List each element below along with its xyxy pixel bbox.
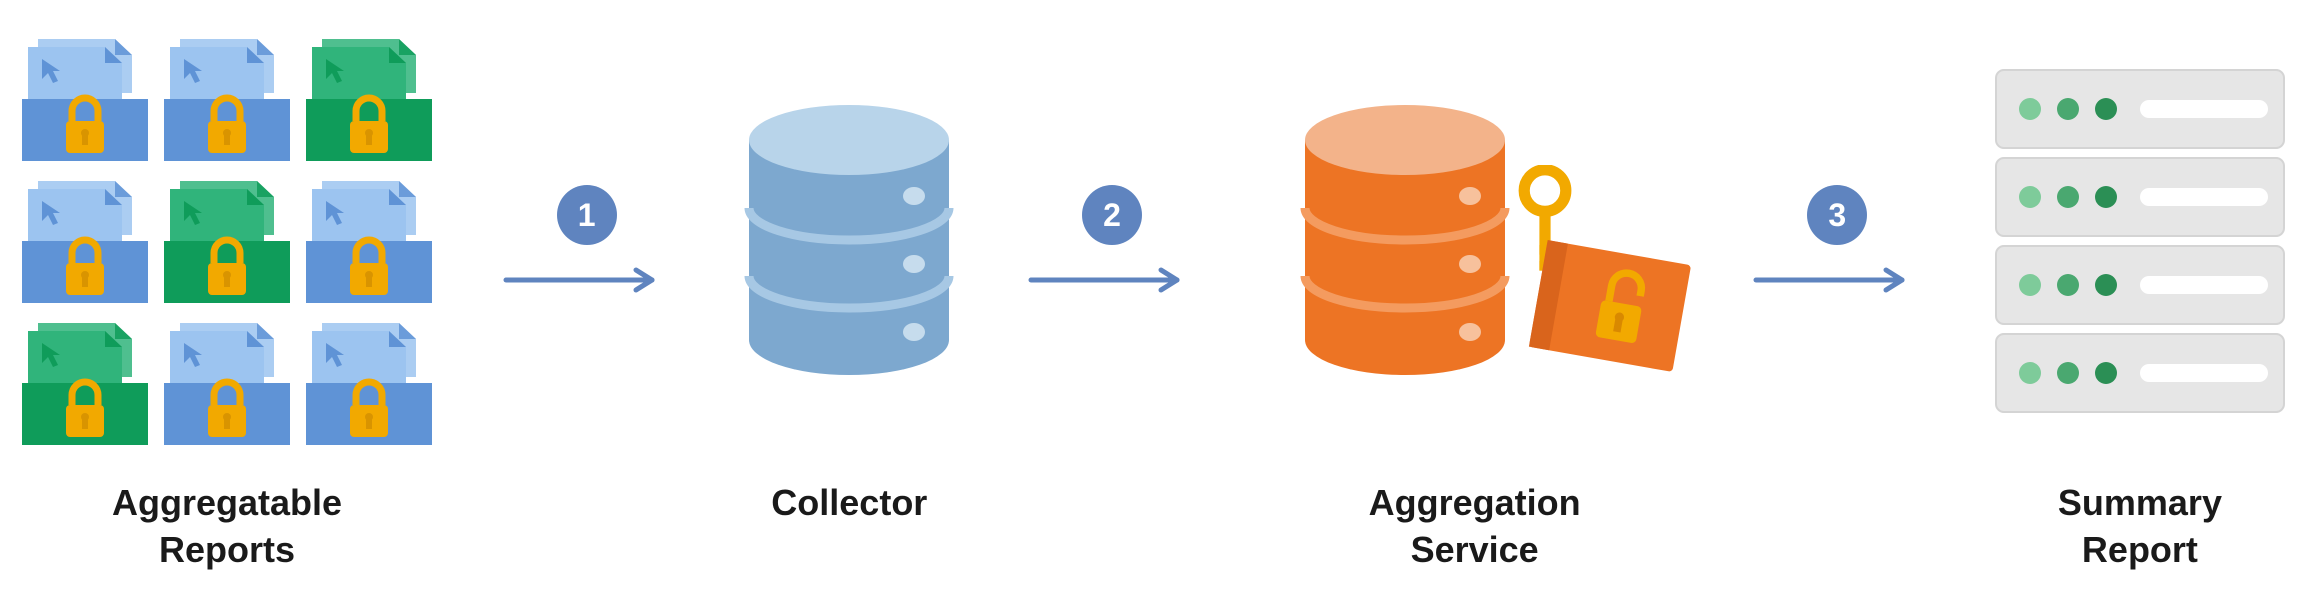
step-1-number: 1 (578, 197, 596, 234)
stage-collector: Collector (739, 20, 959, 527)
stage-aggregation-service: Aggregation Service (1265, 20, 1685, 574)
locked-report-icon (20, 317, 150, 447)
arrow-2-icon (1027, 265, 1197, 295)
step-3-number: 3 (1828, 197, 1846, 234)
locked-report-icon (162, 175, 292, 305)
aggregation-database-icon (1295, 100, 1515, 380)
reports-grid-icon (20, 33, 434, 447)
step-1: 1 (502, 20, 672, 460)
locked-report-icon (304, 175, 434, 305)
summary-server-icon (1990, 60, 2290, 420)
arrow-3-icon (1752, 265, 1922, 295)
stage2-label: Collector (771, 480, 927, 527)
step-3-badge: 3 (1807, 185, 1867, 245)
arrow-1-icon (502, 265, 672, 295)
step-3: 3 (1752, 20, 1922, 460)
locked-report-icon (20, 33, 150, 163)
flow-diagram: Aggregatable Reports 1 Collector 2 (20, 20, 2290, 574)
step-1-badge: 1 (557, 185, 617, 245)
stage1-label: Aggregatable Reports (112, 480, 342, 574)
stage-aggregatable-reports: Aggregatable Reports (20, 20, 434, 574)
stage3-label: Aggregation Service (1369, 480, 1581, 574)
step-2: 2 (1027, 20, 1197, 460)
step-2-badge: 2 (1082, 185, 1142, 245)
collector-database-icon (739, 100, 959, 380)
locked-report-icon (304, 33, 434, 163)
locked-report-icon (162, 317, 292, 447)
stage4-label: Summary Report (2058, 480, 2222, 574)
locked-report-icon (162, 33, 292, 163)
step-2-number: 2 (1103, 197, 1121, 234)
stage-summary-report: Summary Report (1990, 20, 2290, 574)
locked-report-icon (304, 317, 434, 447)
locked-report-icon (20, 175, 150, 305)
unlocked-card-icon (1526, 238, 1693, 374)
